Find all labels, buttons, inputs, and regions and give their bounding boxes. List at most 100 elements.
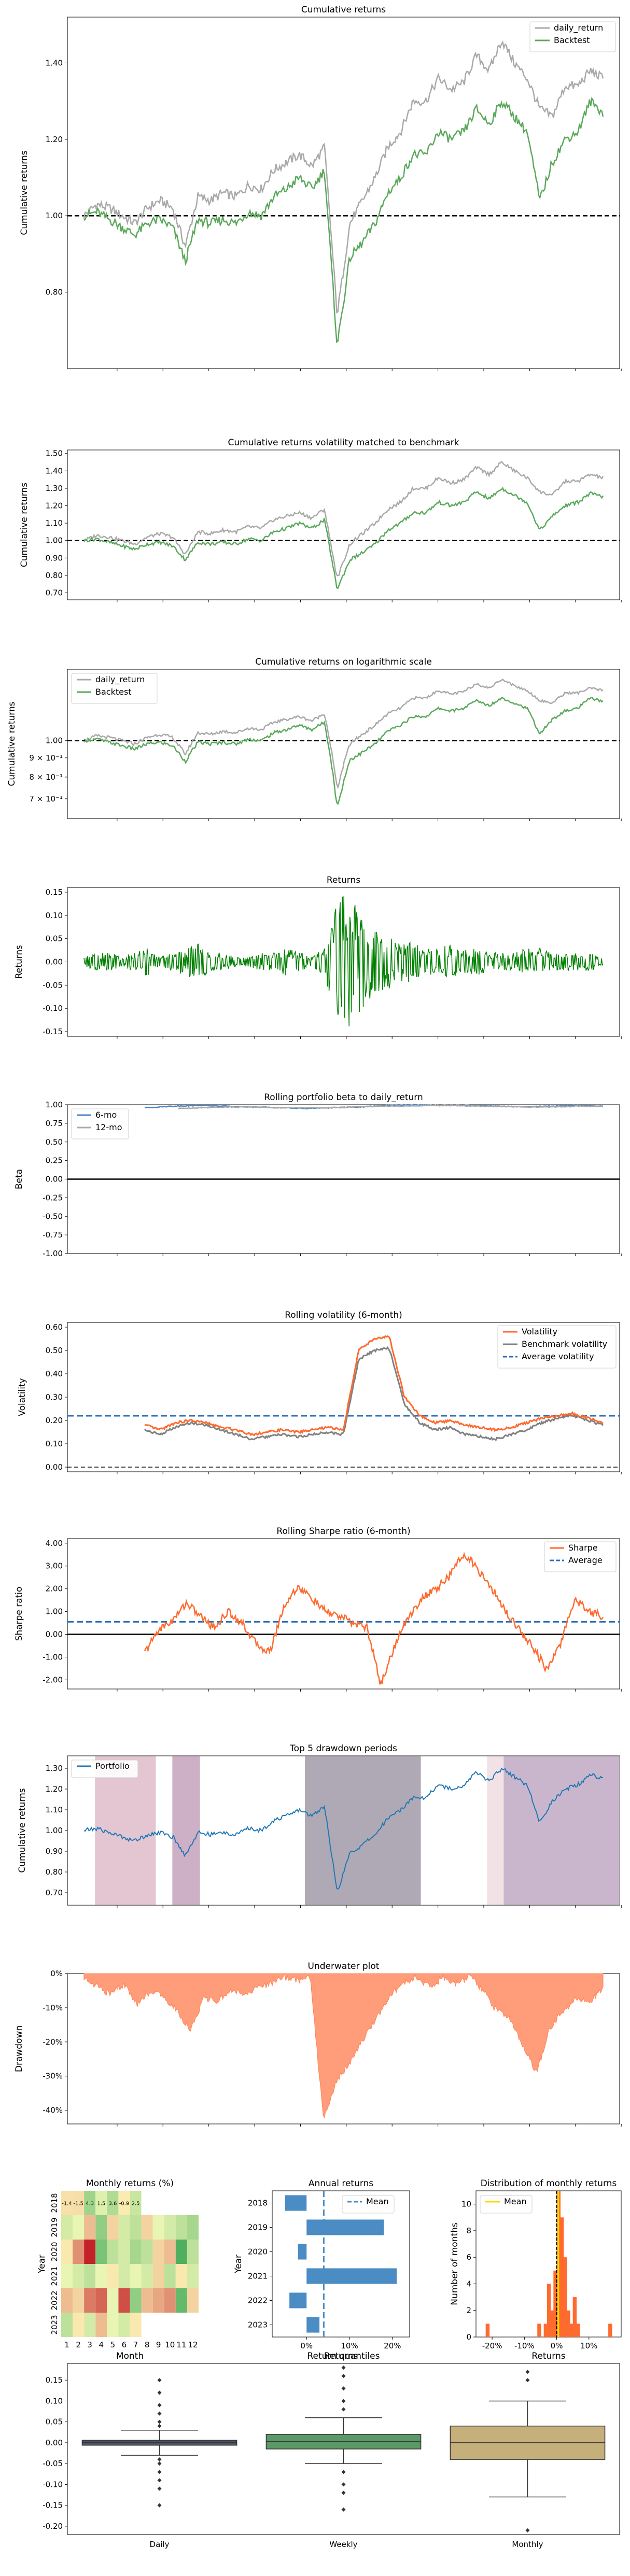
y-tick-label: 0.20 <box>46 1416 63 1425</box>
heatmap-cell <box>141 2313 153 2337</box>
x-tick-label: 8 <box>145 2340 150 2349</box>
chart-title: Monthly returns (%) <box>86 2178 174 2189</box>
legend-label: Backtest <box>554 35 590 45</box>
series-line-daily-return <box>83 40 604 314</box>
heatmap-cell <box>130 2191 142 2215</box>
heatmap-cell <box>164 2191 176 2215</box>
plot-frame <box>272 2190 410 2338</box>
x-tick-label: 4 <box>99 2340 104 2349</box>
x-tick-label: Daily <box>150 2540 170 2549</box>
y-tick-label: -0.25 <box>43 1193 63 1202</box>
heatmap-cell <box>130 2240 142 2264</box>
y-tick-label: 1.00 <box>46 1100 63 1109</box>
legend-label: Portfolio <box>95 1761 130 1771</box>
histogram-bar <box>550 2310 554 2337</box>
y-tick-label: 8 × 10⁻¹ <box>29 772 63 782</box>
y-tick-label: 0.15 <box>46 2375 63 2385</box>
y-tick-label: 1.00 <box>46 211 63 220</box>
heatmap-cell <box>152 2215 164 2240</box>
series-line-backtest <box>83 696 604 806</box>
heatmap-cell <box>141 2288 153 2313</box>
y-tick-label: -0.10 <box>43 2480 63 2489</box>
heatmap-cell <box>107 2288 119 2313</box>
y-tick-label: -2.00 <box>43 1675 63 1684</box>
plot-frame <box>67 17 620 369</box>
x-tick-label: 12 <box>188 2340 198 2349</box>
y-tick-label: 0.50 <box>46 1346 63 1355</box>
x-tick-label: 10% <box>580 2341 597 2350</box>
heatmap-cell <box>61 2264 73 2288</box>
y-tick-label: 2021 <box>50 2266 59 2286</box>
heatmap-cell <box>164 2264 176 2288</box>
annual-bar-2021 <box>306 2268 397 2284</box>
y-tick-label: 2018 <box>248 2199 268 2208</box>
x-tick-label: -10% <box>514 2341 535 2350</box>
y-tick-label: 0.80 <box>46 571 63 580</box>
y-tick-label: 2019 <box>248 2223 268 2232</box>
heatmap-cell <box>84 2264 96 2288</box>
series-line-backtest <box>83 486 604 589</box>
y-tick-label: -0.05 <box>43 2459 63 2468</box>
heatmap-cell <box>95 2313 107 2337</box>
heatmap-cell <box>84 2191 96 2215</box>
drawdown-band-2 <box>172 1756 200 1905</box>
heatmap-cell <box>73 2264 85 2288</box>
y-tick-label: 2021 <box>248 2272 268 2281</box>
legend-label: daily_return <box>554 23 603 33</box>
x-tick-label: 20% <box>384 2341 401 2350</box>
heatmap-cell <box>107 2215 119 2240</box>
y-tick-label: -20% <box>43 2037 63 2047</box>
histogram-bar <box>553 2270 557 2337</box>
heatmap-cell <box>73 2288 85 2313</box>
chart-title: Rolling Sharpe ratio (6-month) <box>276 1526 410 1537</box>
heatmap-cell <box>187 2264 199 2288</box>
chart-title: Cumulative returns <box>301 5 386 15</box>
y-tick-label: 1.40 <box>46 466 63 475</box>
x-tick-label: 1 <box>64 2340 69 2349</box>
drawdown-band-4 <box>487 1756 504 1905</box>
heatmap-cell <box>130 2264 142 2288</box>
annual-bar-2018 <box>285 2195 307 2211</box>
heatmap-cell <box>187 2313 199 2337</box>
heatmap-cell-label: 1.5 <box>97 2201 105 2207</box>
outlier-point <box>341 2386 346 2391</box>
y-tick-label: -0.20 <box>43 2522 63 2531</box>
y-tick-label: 1.10 <box>46 518 63 528</box>
y-tick-label: 4 <box>466 2279 471 2288</box>
histogram-bar <box>572 2297 577 2337</box>
y-tick-label: 2023 <box>50 2315 59 2334</box>
heatmap-cell <box>152 2191 164 2215</box>
y-tick-label: 1.20 <box>46 501 63 511</box>
heatmap-cell <box>152 2288 164 2313</box>
heatmap-cell <box>175 2240 187 2264</box>
y-axis-label: Number of months <box>450 2222 460 2305</box>
y-tick-label: 1.00 <box>46 536 63 545</box>
legend-label: 6-mo <box>95 1110 117 1120</box>
outlier-point <box>341 2374 346 2378</box>
series-line-benchmark-volatility <box>144 1346 604 1442</box>
heatmap-cell <box>84 2288 96 2313</box>
y-tick-label: 1.00 <box>46 1826 63 1835</box>
y-tick-label: 9 × 10⁻¹ <box>29 753 63 763</box>
y-tick-label: 0.90 <box>46 1847 63 1856</box>
drawdown-band-5 <box>503 1756 620 1905</box>
y-tick-label: 1.20 <box>46 135 63 144</box>
y-tick-label: 1.50 <box>46 449 63 458</box>
y-tick-label: 0.05 <box>46 934 63 944</box>
x-tick-label: -20% <box>482 2341 502 2350</box>
histogram-bar <box>537 2324 541 2337</box>
outlier-point <box>157 2503 162 2508</box>
legend-label: Volatility <box>522 1327 557 1336</box>
y-tick-label: 2018 <box>50 2193 59 2213</box>
heatmap-cell <box>107 2264 119 2288</box>
x-tick-label: 6 <box>122 2340 127 2349</box>
x-tick-label: 11 <box>176 2340 186 2349</box>
y-tick-label: 0.90 <box>46 553 63 562</box>
heatmap-cell-label: 4.3 <box>86 2201 94 2207</box>
y-tick-label: 0.60 <box>46 1322 63 1332</box>
y-axis-label: Year <box>37 2255 47 2274</box>
heatmap-cell <box>175 2191 187 2215</box>
histogram-bar <box>547 2284 551 2337</box>
heatmap-cell <box>130 2313 142 2337</box>
y-axis-label: Cumulative returns <box>7 701 17 786</box>
